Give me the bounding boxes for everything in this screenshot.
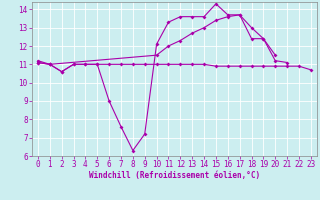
X-axis label: Windchill (Refroidissement éolien,°C): Windchill (Refroidissement éolien,°C) <box>89 171 260 180</box>
